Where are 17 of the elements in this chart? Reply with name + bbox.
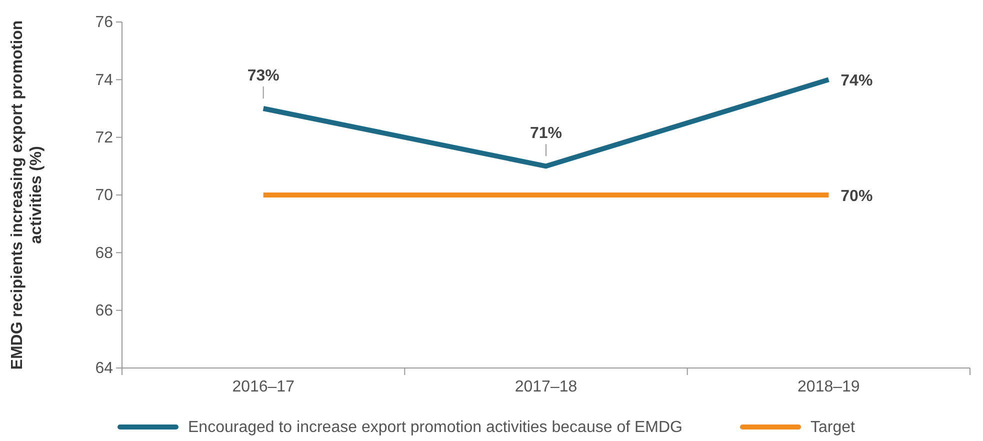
data-label: 70% (840, 188, 873, 205)
y-tick-label: 76 (95, 14, 114, 32)
y-tick-label: 64 (95, 360, 114, 378)
y-tick-label: 70 (95, 187, 114, 204)
y-axis-title: EMDG recipients increasing export promotion activities (%) (9, 20, 45, 370)
y-tick-label: 68 (95, 244, 114, 262)
data-label: 73% (247, 68, 280, 84)
x-tick-label: 2016–17 (232, 378, 295, 396)
y-tick-label: 66 (95, 302, 114, 320)
data-label: 71% (530, 125, 562, 142)
legend-label: Encouraged to increase export promotion activities because of EMDG (188, 419, 682, 436)
x-tick-label: 2018–19 (798, 378, 860, 396)
y-tick-label: 74 (95, 72, 114, 89)
data-label: 74% (840, 72, 873, 90)
legend-label: Target (810, 419, 856, 436)
x-tick-label: 2017–18 (514, 378, 578, 396)
y-tick-label: 72 (95, 129, 114, 146)
